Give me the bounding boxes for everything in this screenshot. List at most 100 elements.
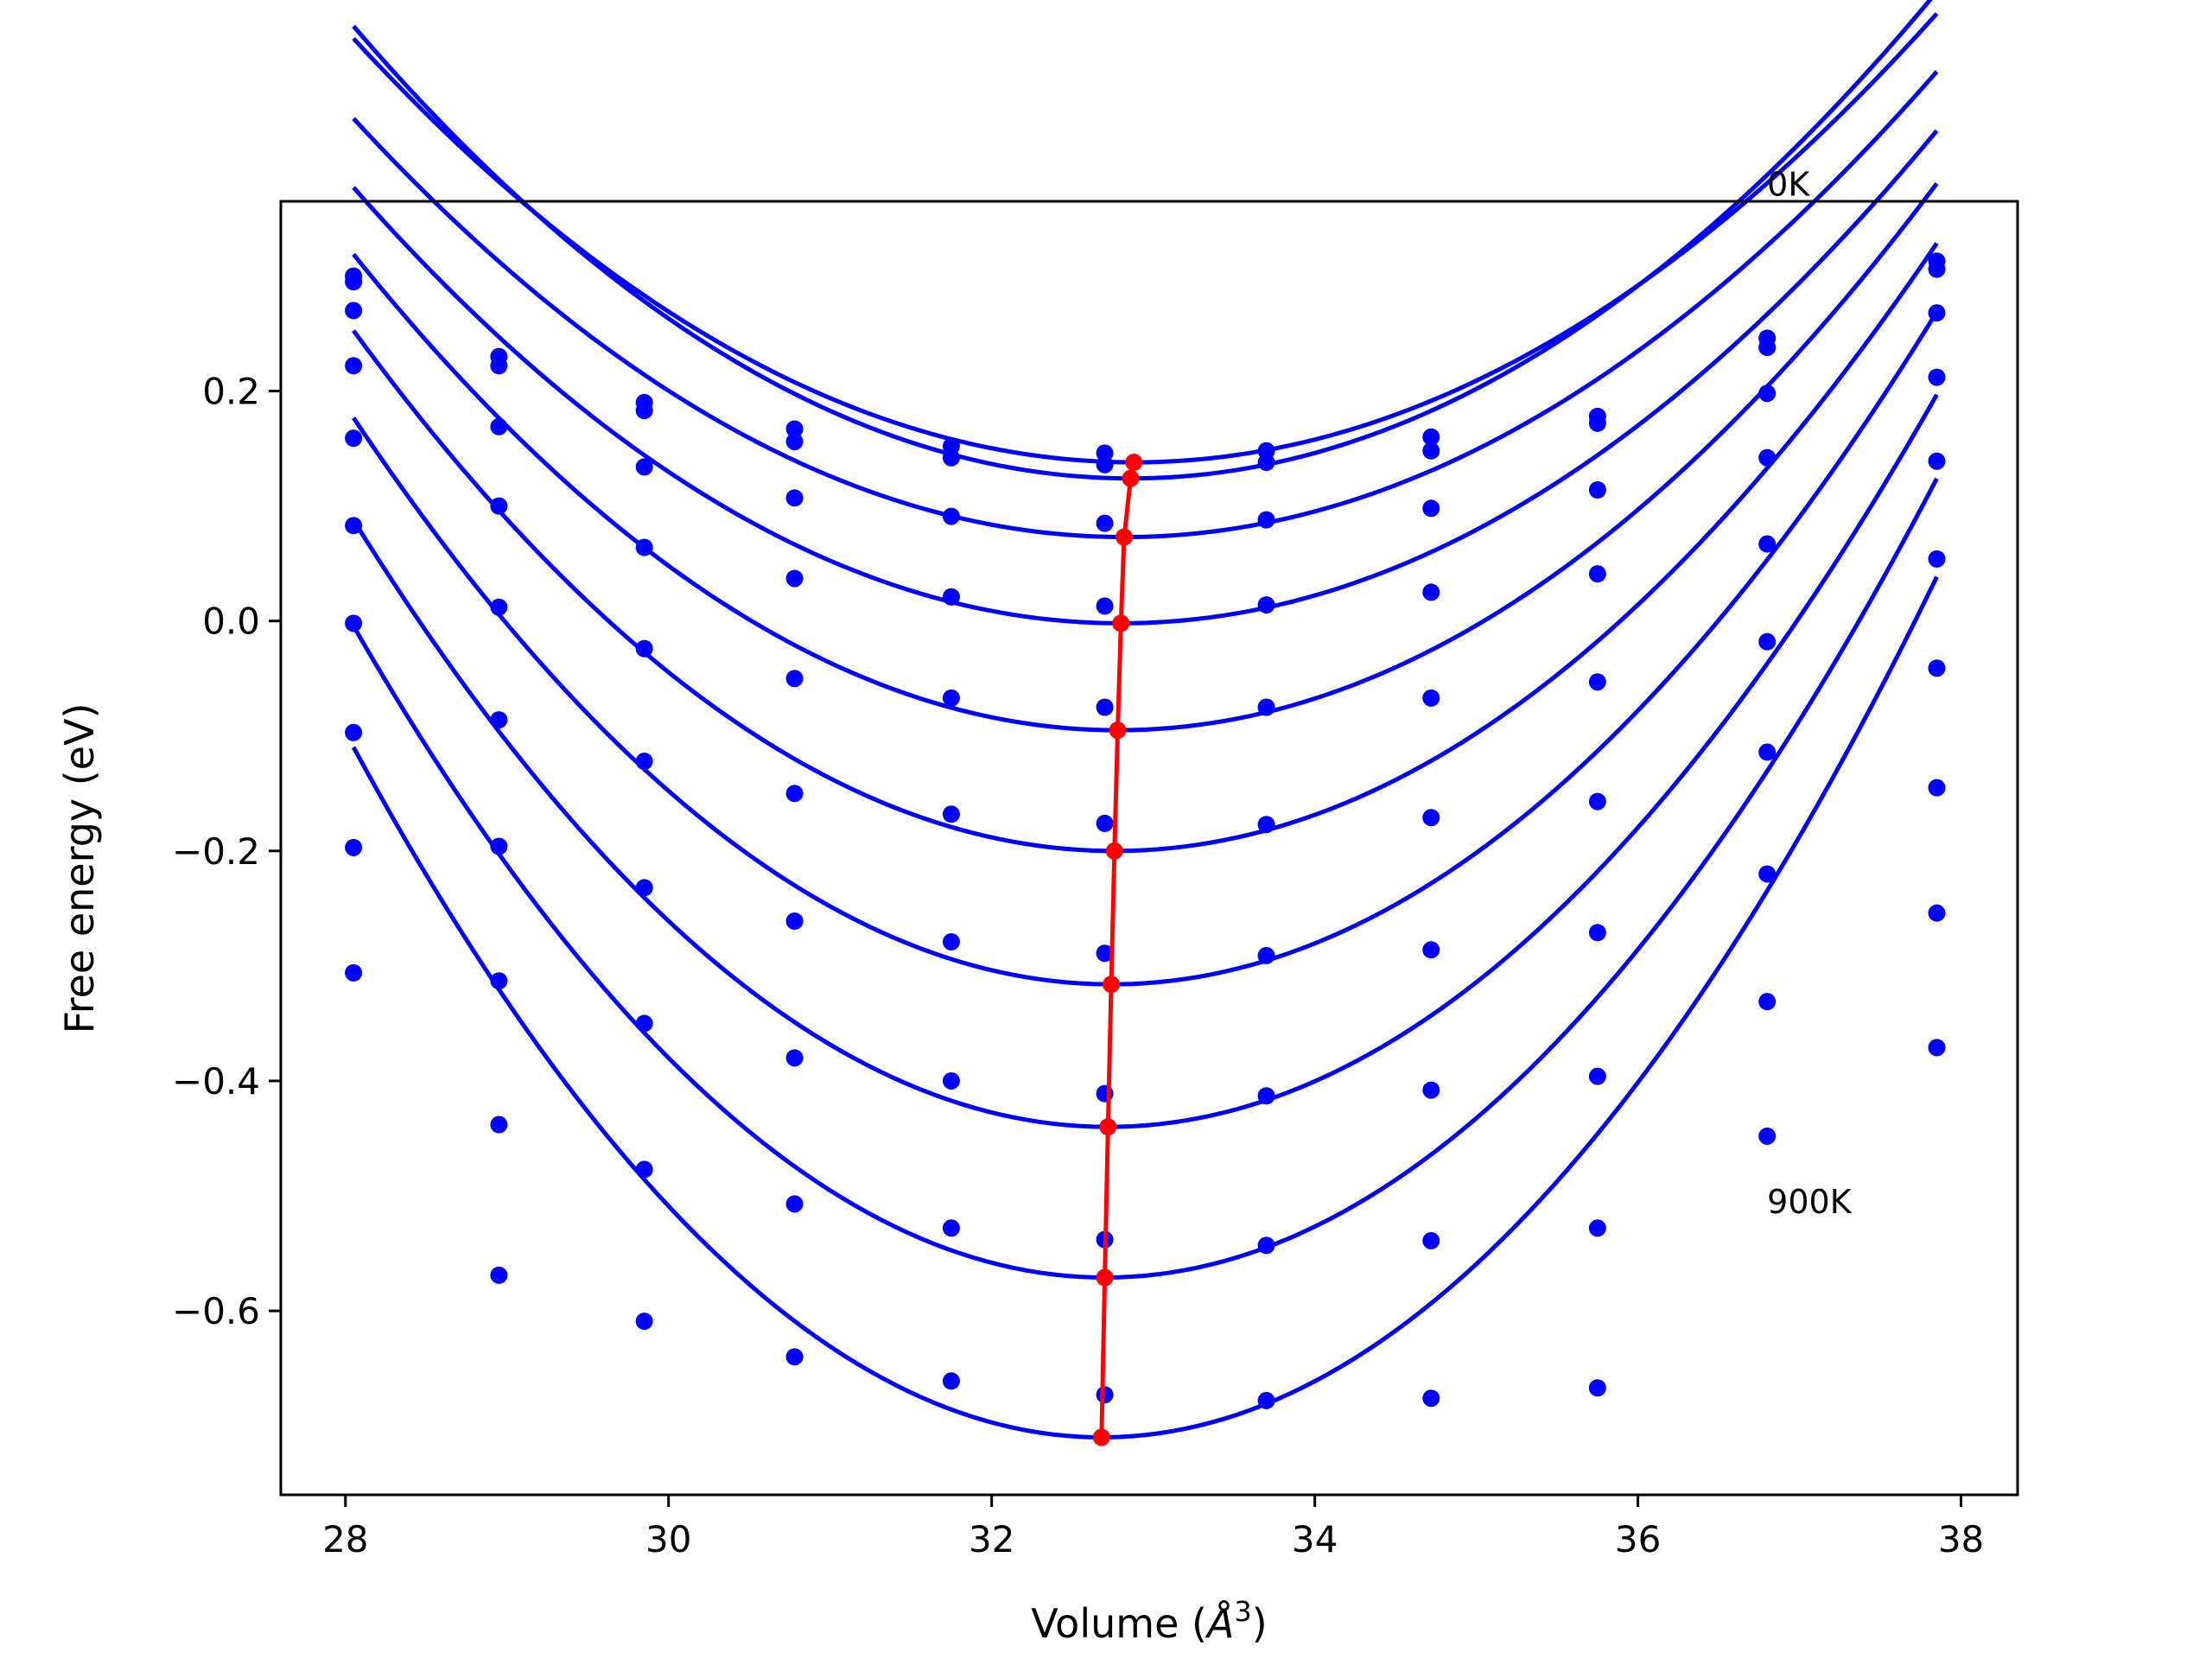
data-point (490, 711, 508, 729)
data-point (345, 302, 363, 320)
minimum-point (1103, 976, 1121, 994)
data-point (1928, 659, 1946, 677)
data-point (345, 614, 363, 632)
data-point (1422, 689, 1440, 707)
data-point (1588, 480, 1606, 499)
data-point (1758, 448, 1777, 467)
data-point (1928, 368, 1946, 386)
data-point (1257, 1236, 1275, 1255)
data-point (635, 1014, 653, 1033)
data-point (785, 670, 804, 688)
data-point (635, 458, 653, 476)
data-point (1422, 809, 1440, 827)
fit-curve-6 (352, 310, 1939, 987)
x-tick-label: 28 (322, 1518, 368, 1560)
data-point (635, 879, 653, 897)
temperature-annotation: 0K (1767, 165, 1810, 203)
fit-curve-9 (351, 575, 1939, 1440)
data-point (1096, 1386, 1114, 1404)
x-tick-label: 32 (969, 1518, 1014, 1560)
data-point (345, 723, 363, 741)
data-point (942, 1372, 960, 1390)
data-point (1257, 1087, 1275, 1105)
fit-curve-1 (352, 0, 1933, 481)
minimum-point (1122, 469, 1140, 487)
data-point (1257, 454, 1275, 472)
data-point (1422, 428, 1440, 446)
data-point (942, 588, 960, 606)
data-point (345, 517, 363, 535)
data-point (1928, 904, 1946, 922)
data-point (1758, 1127, 1777, 1145)
fit-curve-8 (351, 477, 1939, 1281)
data-point (635, 538, 653, 556)
data-point (635, 1313, 653, 1331)
data-point (1257, 698, 1275, 716)
data-point (490, 837, 508, 855)
data-point (1096, 455, 1114, 474)
data-point (1422, 941, 1440, 959)
data-point (1588, 565, 1606, 583)
data-point (490, 972, 508, 990)
data-point (1588, 673, 1606, 691)
data-points (345, 252, 1946, 1409)
minimum-line (1099, 461, 1136, 1438)
data-point (942, 448, 960, 467)
x-axis-label: Volume (Å3) (1031, 1595, 1267, 1647)
y-tick-label: −0.6 (172, 1290, 260, 1332)
data-point (785, 1049, 804, 1067)
data-point (1758, 535, 1777, 553)
data-point (942, 932, 960, 950)
data-point (1422, 442, 1440, 460)
data-point (490, 357, 508, 375)
fit-curve-3 (352, 129, 1939, 626)
data-point (635, 639, 653, 658)
fit-curve-5 (352, 242, 1939, 854)
y-axis-ticks: −0.6 −0.4 −0.2 0.0 0.2 (172, 371, 281, 1332)
y-tick-label: −0.4 (172, 1060, 260, 1103)
data-point (1096, 814, 1114, 832)
data-point (1096, 698, 1114, 716)
data-point (490, 417, 508, 435)
data-point (1257, 596, 1275, 614)
data-point (1758, 632, 1777, 651)
data-point (1257, 816, 1275, 834)
x-tick-label: 36 (1615, 1518, 1661, 1560)
x-tick-label: 34 (1292, 1518, 1338, 1560)
data-point (1422, 1231, 1440, 1249)
data-point (1257, 511, 1275, 529)
data-point (942, 805, 960, 823)
data-point (1928, 779, 1946, 797)
minimum-point (1112, 614, 1130, 632)
data-point (1588, 414, 1606, 432)
y-tick-label: 0.0 (202, 601, 260, 643)
data-point (785, 569, 804, 588)
minimum-point (1125, 454, 1143, 472)
data-point (1928, 452, 1946, 470)
data-point (345, 838, 363, 856)
data-point (1758, 385, 1777, 403)
y-tick-label: 0.2 (202, 371, 260, 413)
data-point (490, 497, 508, 515)
data-point (1096, 944, 1114, 963)
data-point (1422, 499, 1440, 518)
data-point (785, 1348, 804, 1366)
data-point (345, 273, 363, 291)
x-tick-label: 38 (1938, 1518, 1984, 1560)
minimum-point (1092, 1428, 1110, 1446)
y-tick-label: −0.2 (172, 830, 260, 873)
minimum-point (1109, 721, 1127, 740)
data-point (1928, 304, 1946, 322)
data-point (345, 963, 363, 982)
data-point (1588, 1219, 1606, 1237)
data-point (785, 420, 804, 438)
data-point (1588, 1067, 1606, 1085)
data-point (1928, 1039, 1946, 1057)
data-point (1758, 865, 1777, 883)
data-point (942, 507, 960, 525)
data-point (942, 1071, 960, 1090)
minimum-point (1105, 842, 1123, 860)
data-point (785, 489, 804, 507)
plot-frame (279, 200, 2019, 1497)
